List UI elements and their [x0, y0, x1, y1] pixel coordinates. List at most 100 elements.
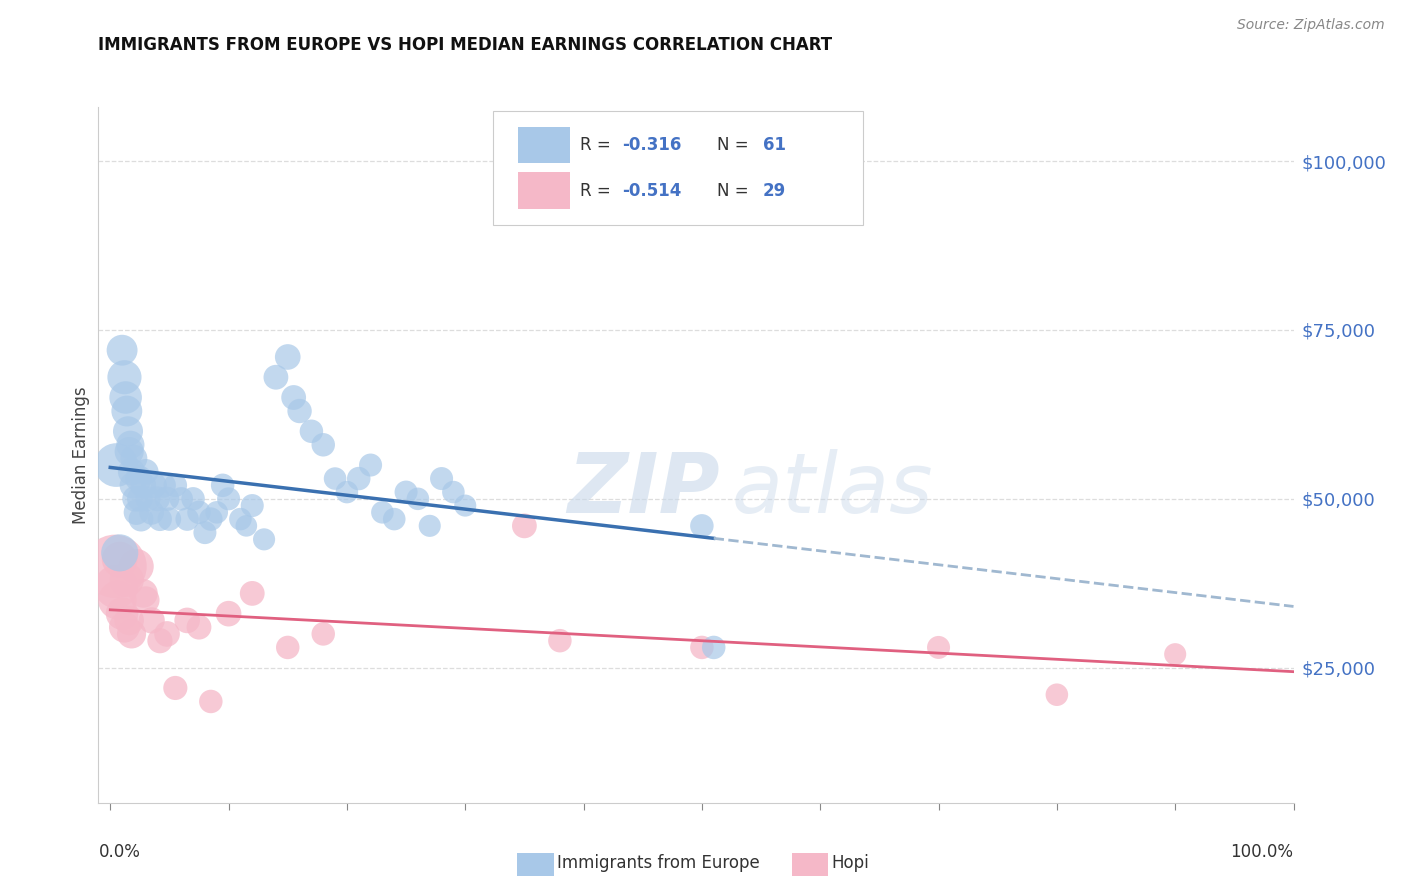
Point: [188, 505, 211, 519]
Point: [152, 478, 174, 492]
Point: [299, 424, 322, 438]
Point: [105, 593, 128, 607]
Point: [105, 458, 128, 472]
Point: [146, 491, 169, 506]
Point: [121, 627, 143, 641]
Point: [121, 478, 143, 492]
Point: [115, 573, 138, 587]
Point: [188, 620, 211, 634]
Point: [176, 614, 198, 628]
Text: Immigrants from Europe: Immigrants from Europe: [557, 855, 759, 872]
Point: [135, 465, 157, 479]
Point: [240, 586, 263, 600]
Point: [128, 472, 150, 486]
Point: [125, 559, 148, 574]
Text: 61: 61: [763, 136, 786, 154]
Point: [121, 465, 143, 479]
Point: [430, 472, 453, 486]
Text: 100.0%: 100.0%: [1230, 843, 1294, 861]
Point: [157, 512, 180, 526]
Point: [114, 391, 136, 405]
Point: [105, 580, 128, 594]
Point: [108, 546, 131, 560]
Point: [132, 586, 155, 600]
Point: [115, 404, 138, 418]
Point: [419, 519, 441, 533]
Text: -0.514: -0.514: [621, 182, 682, 200]
Point: [336, 485, 359, 500]
Point: [114, 370, 136, 384]
FancyBboxPatch shape: [517, 172, 571, 209]
Text: -0.316: -0.316: [621, 136, 682, 154]
Point: [454, 499, 477, 513]
Point: [141, 505, 163, 519]
Point: [129, 512, 152, 526]
Point: [200, 512, 222, 526]
Point: [117, 424, 139, 438]
Point: [114, 620, 136, 634]
Text: Source: ZipAtlas.com: Source: ZipAtlas.com: [1237, 18, 1385, 32]
Text: ZIP: ZIP: [567, 450, 720, 530]
Point: [513, 519, 536, 533]
Point: [1046, 688, 1069, 702]
Y-axis label: Median Earnings: Median Earnings: [72, 386, 90, 524]
Point: [156, 627, 179, 641]
Point: [323, 472, 346, 486]
Point: [288, 404, 311, 418]
Point: [200, 694, 222, 708]
Point: [218, 491, 240, 506]
Point: [136, 491, 159, 506]
Point: [229, 512, 252, 526]
Text: R =: R =: [581, 136, 616, 154]
Point: [205, 505, 228, 519]
Point: [277, 640, 299, 655]
Point: [406, 491, 429, 506]
Point: [928, 640, 950, 655]
Point: [149, 633, 172, 648]
Point: [371, 505, 394, 519]
Point: [135, 593, 157, 607]
Point: [118, 614, 141, 628]
FancyBboxPatch shape: [517, 128, 571, 163]
Text: N =: N =: [717, 136, 755, 154]
Text: 29: 29: [763, 182, 786, 200]
Point: [128, 491, 150, 506]
Point: [703, 640, 725, 655]
Point: [181, 491, 204, 506]
Point: [548, 633, 571, 648]
Text: Hopi: Hopi: [831, 855, 869, 872]
Point: [104, 559, 127, 574]
Point: [120, 438, 142, 452]
Point: [360, 458, 382, 472]
Point: [211, 478, 233, 492]
Point: [132, 478, 155, 492]
Point: [111, 343, 134, 358]
Point: [125, 505, 148, 519]
Point: [111, 607, 134, 621]
Point: [165, 681, 187, 695]
FancyBboxPatch shape: [494, 111, 863, 226]
Point: [176, 512, 198, 526]
Point: [108, 552, 131, 566]
Text: R =: R =: [581, 182, 616, 200]
Point: [218, 607, 240, 621]
Point: [143, 478, 166, 492]
Point: [149, 512, 172, 526]
Point: [382, 512, 405, 526]
Point: [118, 444, 141, 458]
Point: [1164, 647, 1187, 661]
Point: [264, 370, 287, 384]
Point: [156, 491, 179, 506]
Text: 0.0%: 0.0%: [98, 843, 141, 861]
Point: [141, 614, 163, 628]
Point: [165, 478, 187, 492]
Point: [240, 499, 263, 513]
Text: atlas: atlas: [733, 450, 934, 530]
Point: [194, 525, 217, 540]
Point: [690, 640, 713, 655]
Text: IMMIGRANTS FROM EUROPE VS HOPI MEDIAN EARNINGS CORRELATION CHART: IMMIGRANTS FROM EUROPE VS HOPI MEDIAN EA…: [98, 36, 832, 54]
Point: [395, 485, 418, 500]
Point: [122, 451, 145, 466]
Point: [170, 491, 193, 506]
Point: [441, 485, 464, 500]
